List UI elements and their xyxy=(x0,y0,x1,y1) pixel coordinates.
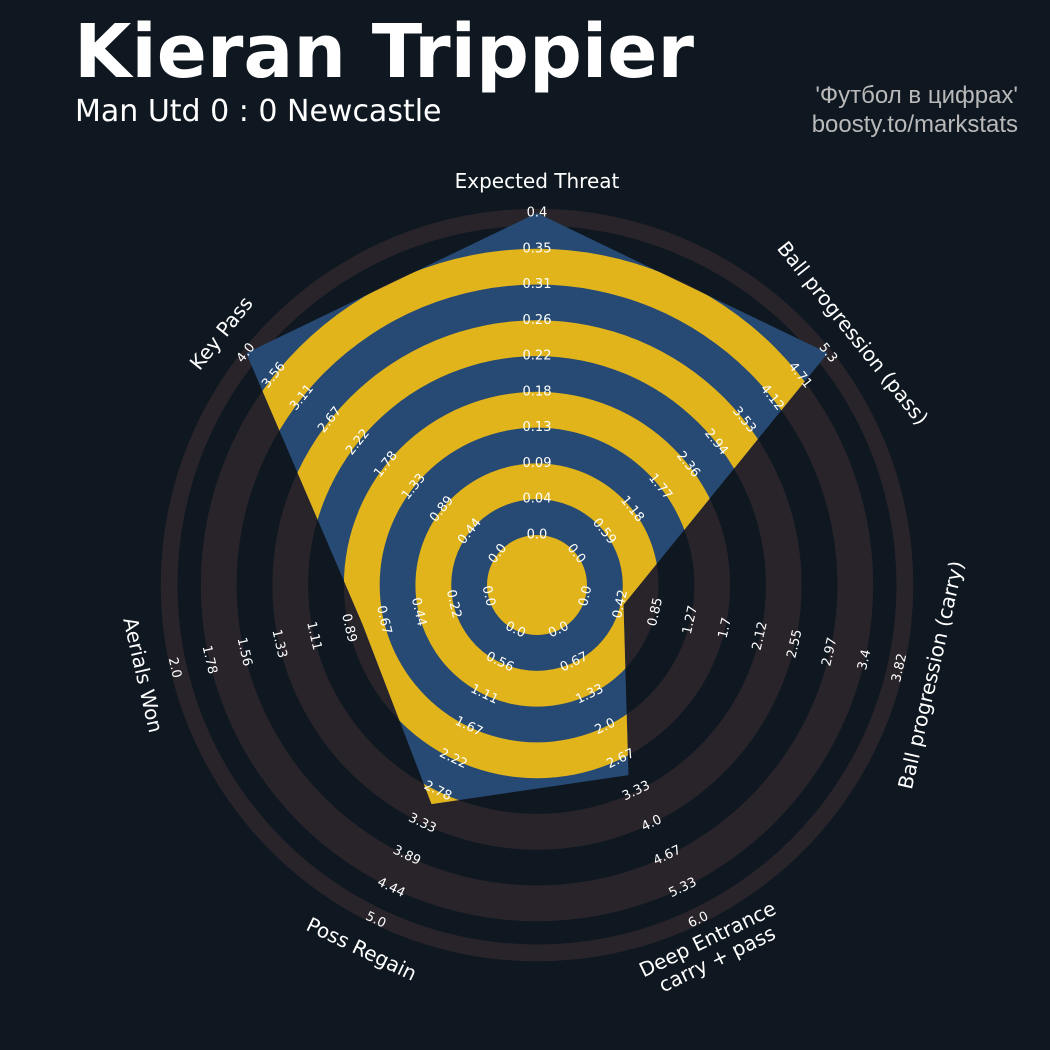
highlight-bands xyxy=(246,248,828,805)
tick-label: 0.0 xyxy=(527,528,548,543)
tick-label: 3.4 xyxy=(855,648,874,672)
tick-label: 0.26 xyxy=(523,313,552,328)
tick-label: 0.89 xyxy=(338,612,359,644)
tick-label: 2.55 xyxy=(784,628,805,660)
tick-label: 0.85 xyxy=(645,596,666,628)
center-disc xyxy=(487,535,587,635)
tick-label: 0.44 xyxy=(408,596,429,628)
axis-label: Expected Threat xyxy=(455,169,620,193)
tick-label: 2.12 xyxy=(750,620,771,652)
axis-label: Aerials Won xyxy=(118,615,168,735)
credit-line-1: 'Футбол в цифрах' xyxy=(815,82,1018,109)
tick-label: 0.4 xyxy=(527,206,548,221)
chart-subtitle: Man Utd 0 : 0 Newcastle xyxy=(75,94,442,129)
tick-label: 2.97 xyxy=(819,636,840,668)
tick-label: 1.27 xyxy=(680,604,701,636)
tick-label: 0.31 xyxy=(523,277,552,292)
tick-label: 3.82 xyxy=(889,652,910,684)
highlight-band xyxy=(415,463,659,707)
tick-label: 0.35 xyxy=(523,241,552,256)
tick-label: 0.22 xyxy=(443,588,464,620)
tick-label: 1.11 xyxy=(303,620,324,652)
tick-label: 0.0 xyxy=(479,584,498,608)
tick-label: 0.13 xyxy=(523,420,552,435)
tick-label: 0.0 xyxy=(576,584,595,608)
tick-label: 0.42 xyxy=(610,588,631,620)
tick-label: 0.18 xyxy=(523,384,552,399)
credit-line-2: boosty.to/markstats xyxy=(811,110,1018,138)
chart-title: Kieran Trippier xyxy=(74,9,694,95)
credit-block: 'Футбол в цифрах' boosty.to/markstats xyxy=(812,82,1018,140)
tick-label: 0.04 xyxy=(523,492,552,507)
tick-label: 1.56 xyxy=(234,636,255,668)
tick-label: 1.33 xyxy=(268,628,289,660)
tick-label: 0.67 xyxy=(373,604,394,636)
tick-label: 0.09 xyxy=(523,456,552,471)
tick-label: 1.78 xyxy=(199,644,220,676)
tick-label: 1.7 xyxy=(716,616,735,640)
tick-label: 2.0 xyxy=(165,656,184,680)
tick-label: 0.22 xyxy=(523,349,552,364)
